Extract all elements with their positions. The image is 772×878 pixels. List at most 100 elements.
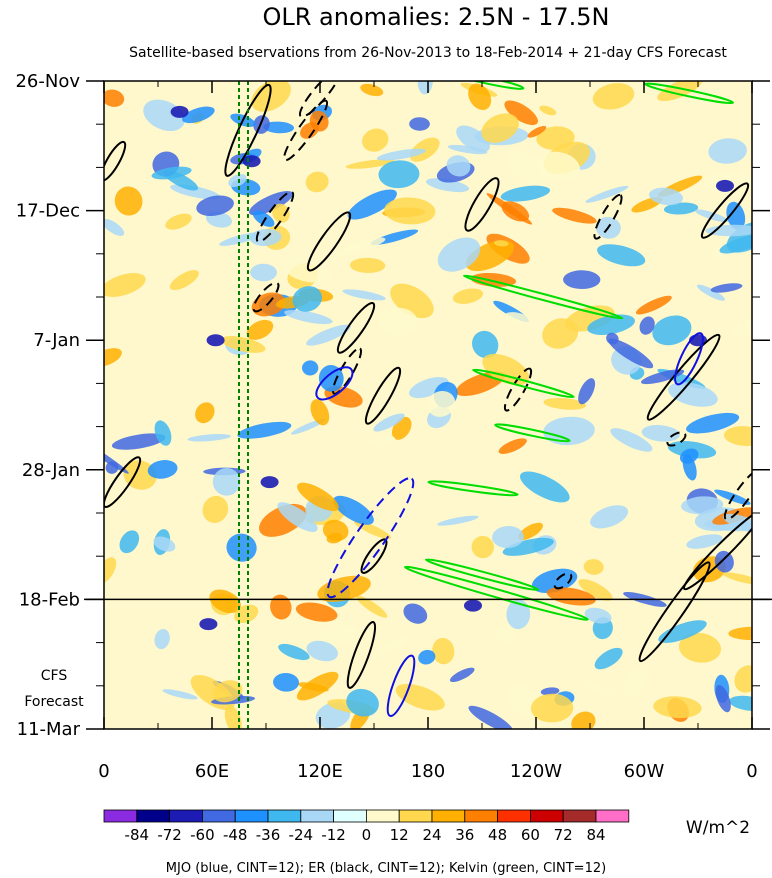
anomaly-patch (212, 468, 241, 496)
colorbar-level-label: -12 (321, 826, 346, 844)
anomaly-patch (504, 100, 538, 126)
anomaly-patch (722, 513, 752, 534)
colorbar-level-label: -24 (289, 826, 314, 844)
anomaly-patch (153, 536, 176, 552)
er-contour (104, 140, 127, 182)
anomaly-patch (520, 471, 570, 503)
anomaly-patch (154, 420, 172, 446)
anomaly-patch (500, 185, 551, 202)
mjo-contour (326, 477, 415, 599)
anomaly-patch (447, 144, 488, 155)
anomaly-patch (639, 316, 655, 335)
convective-core (464, 599, 482, 612)
er-contour (553, 572, 573, 590)
anomaly-patch (652, 315, 692, 346)
colorbar-level-label: 48 (488, 826, 507, 844)
forecast-label-cfs: CFS (41, 668, 68, 684)
er-contour (593, 193, 623, 240)
anomaly-patch (502, 537, 554, 556)
er-contour (364, 366, 402, 425)
colorbar-swatch (431, 809, 466, 823)
anomaly-patch (123, 460, 157, 490)
y-tick-label: 11-Mar (17, 719, 81, 740)
x-tick-label: 60E (195, 761, 229, 782)
contour-legend-text: MJO (blue, CINT=12); ER (black, CINT=12)… (166, 861, 606, 876)
anomaly-patch (273, 672, 300, 692)
anomaly-patch (342, 289, 386, 301)
chart-title: OLR anomalies: 2.5N - 17.5N (262, 3, 609, 31)
er-contour (503, 367, 533, 412)
anomaly-patch (250, 263, 277, 282)
anomaly-patch (578, 378, 596, 405)
anomaly-patch (714, 550, 734, 573)
anomaly-patch (318, 626, 354, 647)
x-tick-label: 120E (297, 761, 343, 782)
anomaly-patch (318, 241, 361, 266)
convective-core (199, 618, 218, 631)
anomaly-patch (284, 309, 333, 325)
anomaly-patch (592, 83, 635, 110)
anomaly-patch (540, 687, 560, 696)
er-contour (666, 431, 687, 447)
anomaly-patch (169, 270, 199, 291)
anomaly-patch (369, 435, 396, 447)
anomaly-patch (571, 711, 596, 729)
mjo-contour (386, 654, 416, 717)
colorbar-swatch (267, 809, 302, 823)
anomaly-patch (282, 257, 331, 283)
forecast-label-forecast: Forecast (24, 694, 84, 710)
anomaly-patch (734, 665, 752, 693)
anomaly-patch (220, 335, 266, 353)
anomaly-patch (202, 495, 229, 524)
anomaly-patch (578, 579, 613, 601)
anomaly-patch (426, 390, 456, 417)
colorbar-level-label: -72 (157, 826, 182, 844)
anomaly-patch (224, 705, 242, 729)
anomaly-patch (310, 399, 330, 426)
anomaly-patch (305, 171, 329, 193)
anomaly-patch (104, 218, 125, 236)
mjo-contour (315, 366, 354, 401)
anomaly-patch (378, 160, 420, 189)
anomaly-patch (503, 312, 531, 325)
anomaly-patch (641, 425, 680, 442)
colorbar-swatch (333, 809, 367, 823)
y-tick-label: 28-Jan (22, 460, 80, 481)
x-tick-label: 0 (98, 761, 109, 782)
convective-core (170, 105, 189, 118)
anomaly-patch (543, 397, 587, 410)
colorbar-swatch (300, 809, 334, 823)
anomaly-patch (111, 433, 166, 450)
colorbar-level-label: -36 (256, 826, 281, 844)
anomaly-patch (372, 635, 409, 659)
kelvin-contour (453, 81, 525, 90)
anomaly-patch (182, 106, 215, 124)
anomaly-patch (608, 338, 654, 369)
anomaly-patch (377, 307, 418, 336)
anomaly-patch (384, 197, 436, 225)
colorbar-swatch (169, 809, 203, 823)
er-contour (283, 99, 329, 162)
anomaly-patch (195, 402, 215, 424)
convective-core (242, 155, 261, 168)
anomaly-patch (542, 318, 579, 349)
colorbar-level-label: 72 (554, 826, 573, 844)
y-tick-label: 17-Dec (16, 201, 80, 222)
anomaly-patch (226, 533, 257, 562)
anomaly-patch (610, 428, 653, 452)
er-contour (646, 333, 721, 421)
anomaly-patch (347, 189, 397, 220)
anomaly-patch (318, 364, 344, 392)
er-contour (464, 177, 500, 232)
anomaly-patch (530, 693, 574, 723)
anomaly-patch (653, 696, 702, 719)
colorbar-level-label: 24 (422, 826, 441, 844)
er-contour (346, 620, 377, 689)
anomaly-patch (295, 602, 338, 622)
anomaly-patch (668, 382, 718, 407)
x-tick-label: 180 (411, 761, 445, 782)
anomaly-patch (623, 668, 647, 696)
convective-core (716, 179, 734, 192)
colorbar-swatch (595, 809, 630, 823)
anomaly-patch (432, 637, 455, 665)
